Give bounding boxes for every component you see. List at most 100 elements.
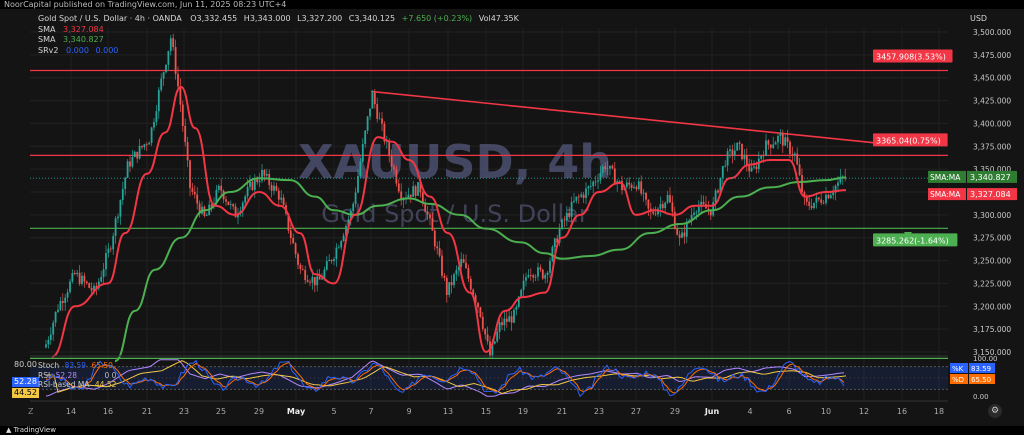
candle-body — [59, 300, 62, 310]
symbol-row[interactable]: Gold Spot / U.S. Dollar · 4h · OANDA O3,… — [38, 14, 519, 25]
candle-body — [148, 142, 151, 145]
srv2-row[interactable]: SRv2 0.000 0.000 — [38, 46, 519, 57]
candle-body — [88, 283, 91, 288]
candle-body — [306, 280, 309, 282]
candle-body — [126, 161, 129, 178]
candle-body — [681, 232, 683, 238]
candle-body — [712, 202, 715, 216]
time-tick-label: 23 — [179, 407, 189, 416]
candle-body — [498, 322, 501, 332]
candle-body — [124, 177, 127, 189]
candle-body — [589, 186, 592, 187]
sma-slow-row[interactable]: SMA 3,340.827 — [38, 35, 519, 46]
price-tick-label: 3,400.000 — [973, 119, 1011, 128]
candle-body — [318, 276, 321, 280]
time-tick-label: 16 — [897, 407, 907, 416]
candle-body — [832, 192, 835, 196]
indicator-legend: Stoch 83.59 65.50 RSI 52.28 0 0 RSI-base… — [38, 361, 119, 390]
candle-body — [54, 311, 57, 323]
candle-body — [513, 309, 515, 323]
candle-body — [419, 182, 422, 193]
candle-body — [546, 272, 549, 275]
candle-body — [131, 157, 134, 167]
time-tick-label: 23 — [594, 407, 604, 416]
candle-body — [412, 186, 415, 197]
candle-body — [292, 238, 295, 244]
candle-body — [241, 202, 244, 212]
sma-slow-label: SMA — [38, 35, 56, 44]
candle-body — [431, 218, 434, 231]
candle-body — [246, 186, 249, 197]
candle-body — [174, 47, 177, 75]
candle-body — [71, 272, 74, 282]
ohlc-close: C3,340.125 — [348, 14, 396, 23]
candle-body — [198, 203, 201, 214]
candle-body — [256, 179, 259, 183]
candle-body — [633, 186, 635, 188]
candle-body — [141, 145, 143, 148]
rsi-line — [45, 359, 845, 397]
candle-body — [666, 194, 669, 203]
candle-body — [153, 122, 155, 128]
candle-body — [801, 175, 803, 193]
candle-body — [748, 165, 751, 172]
candle-body — [460, 259, 463, 267]
candle-body — [690, 214, 693, 221]
sma-fast-row[interactable]: SMA 3,327.084 — [38, 25, 519, 36]
candle-body — [121, 188, 124, 201]
candles-group — [45, 33, 847, 359]
candle-body — [100, 277, 103, 282]
rsi-row[interactable]: RSI 52.28 0 0 — [38, 371, 119, 381]
candle-body — [253, 179, 256, 190]
sma-fast-badge-tag-bg — [928, 188, 966, 201]
settings-gear-icon[interactable]: ⚙ — [988, 404, 1002, 418]
candle-body — [541, 269, 544, 279]
candle-body — [472, 289, 475, 296]
stoch-d-badge-value: 65.50 — [971, 376, 991, 384]
osc-level-80: 80.00 — [14, 360, 37, 369]
candle-body — [772, 144, 775, 148]
candle-body — [767, 140, 770, 145]
candle-body — [76, 272, 79, 275]
candle-body — [469, 278, 472, 290]
stoch-k-badge-value-bg — [969, 363, 995, 373]
candle-body — [390, 155, 393, 167]
candle-body — [371, 92, 374, 109]
candle-body — [539, 267, 542, 270]
candle-body — [822, 202, 825, 204]
candle-body — [90, 287, 93, 291]
candle-body — [181, 104, 184, 126]
candle-body — [321, 278, 323, 280]
candle-body — [501, 322, 503, 326]
candle-body — [537, 267, 539, 277]
currency-label[interactable]: USD — [970, 14, 988, 23]
tradingview-logo-icon: ▲ — [6, 426, 12, 434]
candle-body — [777, 136, 779, 143]
candle-body — [95, 285, 98, 289]
stoch-d-badge-tag: %D — [952, 376, 964, 384]
candle-body — [313, 276, 316, 286]
panel-fragment: 0 0 — [104, 370, 117, 380]
candle-body — [693, 212, 695, 215]
candle-body — [726, 151, 729, 166]
candle-body — [45, 344, 47, 348]
rsi-ma-row[interactable]: RSI-based MA 44.52 — [38, 380, 119, 390]
candle-body — [160, 78, 163, 90]
candle-body — [647, 199, 650, 209]
oscillator-zero-marker: Z — [28, 407, 34, 416]
stoch-row[interactable]: Stoch 83.59 65.50 — [38, 361, 119, 371]
candle-body — [117, 216, 119, 219]
candle-body — [347, 219, 350, 226]
candle-body — [661, 204, 664, 209]
candle-body — [57, 309, 59, 312]
candle-body — [556, 238, 559, 243]
candle-body — [265, 173, 268, 176]
candle-body — [438, 248, 441, 256]
candle-body — [388, 141, 391, 156]
candle-body — [683, 232, 686, 237]
time-tick-label: 21 — [557, 407, 567, 416]
candle-body — [827, 194, 830, 199]
sma-fast-badge-value: 3,327.084 — [970, 190, 1011, 199]
candle-body — [820, 199, 823, 203]
